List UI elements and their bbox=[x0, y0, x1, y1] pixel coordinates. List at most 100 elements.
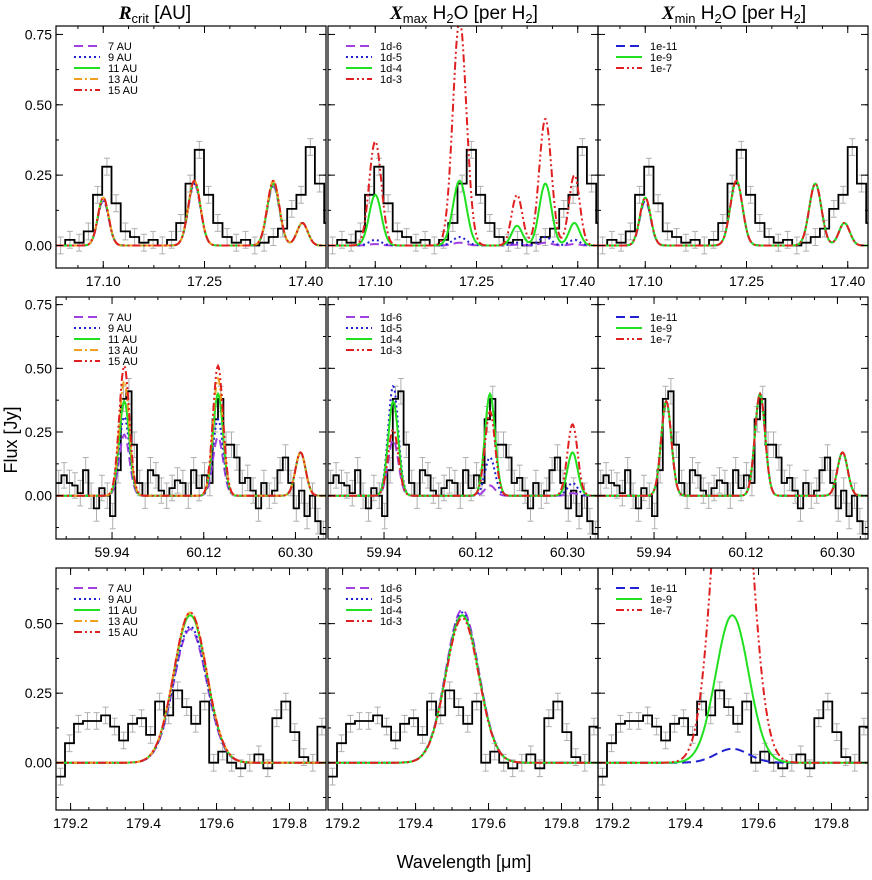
plot-area bbox=[598, 568, 868, 786]
model-series-1d-4 bbox=[328, 179, 598, 247]
column-title-1: Rcrit [AU] bbox=[118, 3, 191, 26]
panel-frame bbox=[597, 25, 869, 269]
x-axis-title: Wavelength [μm] bbox=[397, 852, 532, 872]
x-tick-label: 179.8 bbox=[814, 815, 849, 831]
x-tick-label: 179.2 bbox=[53, 815, 88, 831]
legend-label: 15 AU bbox=[108, 627, 138, 639]
legend-label: 1d-4 bbox=[380, 605, 402, 617]
legend-label: 1d-3 bbox=[380, 616, 402, 628]
error-bar bbox=[597, 214, 598, 232]
panel-frame bbox=[327, 567, 599, 811]
x-tick-label: 17.10 bbox=[628, 273, 663, 289]
model-series-11-au bbox=[56, 614, 326, 764]
legend-label: 7 AU bbox=[108, 41, 132, 53]
legend-label: 1e-7 bbox=[650, 334, 672, 346]
legend-label: 1e-7 bbox=[650, 605, 672, 617]
legend-label: 1d-4 bbox=[380, 63, 402, 75]
panel-r2-c1: 59.94 60.12 60.300.000.250.500.757 AU9 AU1… bbox=[25, 296, 327, 560]
legend-label: 1d-5 bbox=[380, 323, 402, 335]
model-series-1e-7 bbox=[598, 179, 868, 247]
model-series-1e-7 bbox=[598, 568, 868, 764]
panel-r2-c2: 59.94 60.12 60.30 1d-61d-51d-41d-3 bbox=[327, 296, 599, 560]
panel-frame bbox=[55, 567, 327, 811]
x-tick-label: 17.10 bbox=[86, 273, 121, 289]
column-titles: Rcrit [AU] Xmax H2O [per H2] Xmin H2O [per… bbox=[118, 3, 806, 26]
legend-label: 9 AU bbox=[108, 323, 132, 335]
column-title-2: Xmax H2O [per H2] bbox=[389, 3, 538, 26]
y-tick-label: 0.00 bbox=[25, 237, 52, 253]
legend-label: 1d-6 bbox=[380, 41, 402, 53]
x-tick-label: 179.2 bbox=[595, 815, 630, 831]
legend: 1d-61d-51d-41d-3 bbox=[346, 312, 402, 357]
x-tick-label: 60.12 bbox=[458, 544, 493, 560]
legend-label: 13 AU bbox=[108, 345, 138, 357]
plot-area bbox=[56, 138, 341, 255]
y-tick-label: 0.25 bbox=[25, 685, 52, 701]
legend-label: 1d-5 bbox=[380, 594, 402, 606]
legend-label: 1d-6 bbox=[380, 312, 402, 324]
x-tick-label: 179.2 bbox=[325, 815, 360, 831]
panel-frame bbox=[55, 25, 327, 269]
model-series-1e-9 bbox=[598, 614, 868, 764]
legend-label: 1d-5 bbox=[380, 52, 402, 64]
legend-label: 9 AU bbox=[108, 52, 132, 64]
plot-area bbox=[328, 378, 598, 539]
x-tick-label: 179.6 bbox=[741, 815, 776, 831]
model-series-1e-7 bbox=[598, 391, 868, 497]
x-tick-label: 179.6 bbox=[199, 815, 234, 831]
legend-label: 15 AU bbox=[108, 356, 138, 368]
panel-r3-c1: 179.2 179.4 179.6 179.8 0.00 0.25 0.50 7 AU9 AU… bbox=[25, 567, 334, 831]
plot-area bbox=[56, 611, 334, 786]
y-tick-label: 0.50 bbox=[25, 97, 52, 113]
model-series-1d-5 bbox=[328, 611, 598, 764]
error-bar bbox=[328, 688, 334, 705]
model-series-1d-3 bbox=[328, 26, 598, 247]
error-bar bbox=[325, 214, 326, 232]
model-series-1d-3 bbox=[328, 409, 598, 497]
legend-label: 1d-4 bbox=[380, 334, 402, 346]
x-tick-label: 60.12 bbox=[186, 544, 221, 560]
y-tick-label: 0.25 bbox=[25, 167, 52, 183]
x-tick-label: 179.8 bbox=[272, 815, 307, 831]
panel-frame bbox=[597, 296, 869, 540]
panel-frame bbox=[597, 567, 869, 811]
legend-label: 1e-9 bbox=[650, 594, 672, 606]
legend-label: 7 AU bbox=[108, 312, 132, 324]
legend: 1d-61d-51d-41d-3 bbox=[346, 583, 402, 628]
plot-area bbox=[328, 608, 598, 786]
x-tick-label: 60.12 bbox=[728, 544, 763, 560]
legend-label: 1d-3 bbox=[380, 345, 402, 357]
x-tick-label: 17.10 bbox=[358, 273, 393, 289]
x-tick-label: 179.8 bbox=[544, 815, 579, 831]
observed-spectrum bbox=[56, 689, 326, 778]
model-series-13-au bbox=[56, 611, 326, 764]
panel-r3-c2: 179.2 179.4 179.6 179.8 1d-61d-51d-41d-3 bbox=[325, 567, 599, 831]
model-series-1d-5 bbox=[328, 235, 598, 247]
y-tick-label: 0.50 bbox=[25, 616, 52, 632]
legend-label: 1d-3 bbox=[380, 74, 402, 86]
observed-spectrum bbox=[598, 689, 868, 778]
legend-label: 11 AU bbox=[108, 605, 137, 617]
model-series-15-au bbox=[56, 363, 326, 497]
error-bar bbox=[335, 220, 341, 237]
y-axis-title: Flux [Jy] bbox=[1, 406, 21, 473]
x-tick-label: 60.30 bbox=[550, 544, 585, 560]
observed-spectrum bbox=[328, 689, 598, 778]
legend-label: 1e-9 bbox=[650, 323, 672, 335]
model-series-1e-11 bbox=[598, 747, 868, 764]
column-title-3: Xmin H2O [per H2] bbox=[661, 3, 806, 26]
legend-label: 1e-11 bbox=[650, 41, 677, 53]
observed-spectrum bbox=[598, 146, 868, 247]
legend-label: 1e-11 bbox=[650, 312, 677, 324]
legend-label: 11 AU bbox=[108, 334, 137, 346]
x-tick-label: 17.40 bbox=[288, 273, 323, 289]
model-series-15-au bbox=[56, 179, 326, 247]
